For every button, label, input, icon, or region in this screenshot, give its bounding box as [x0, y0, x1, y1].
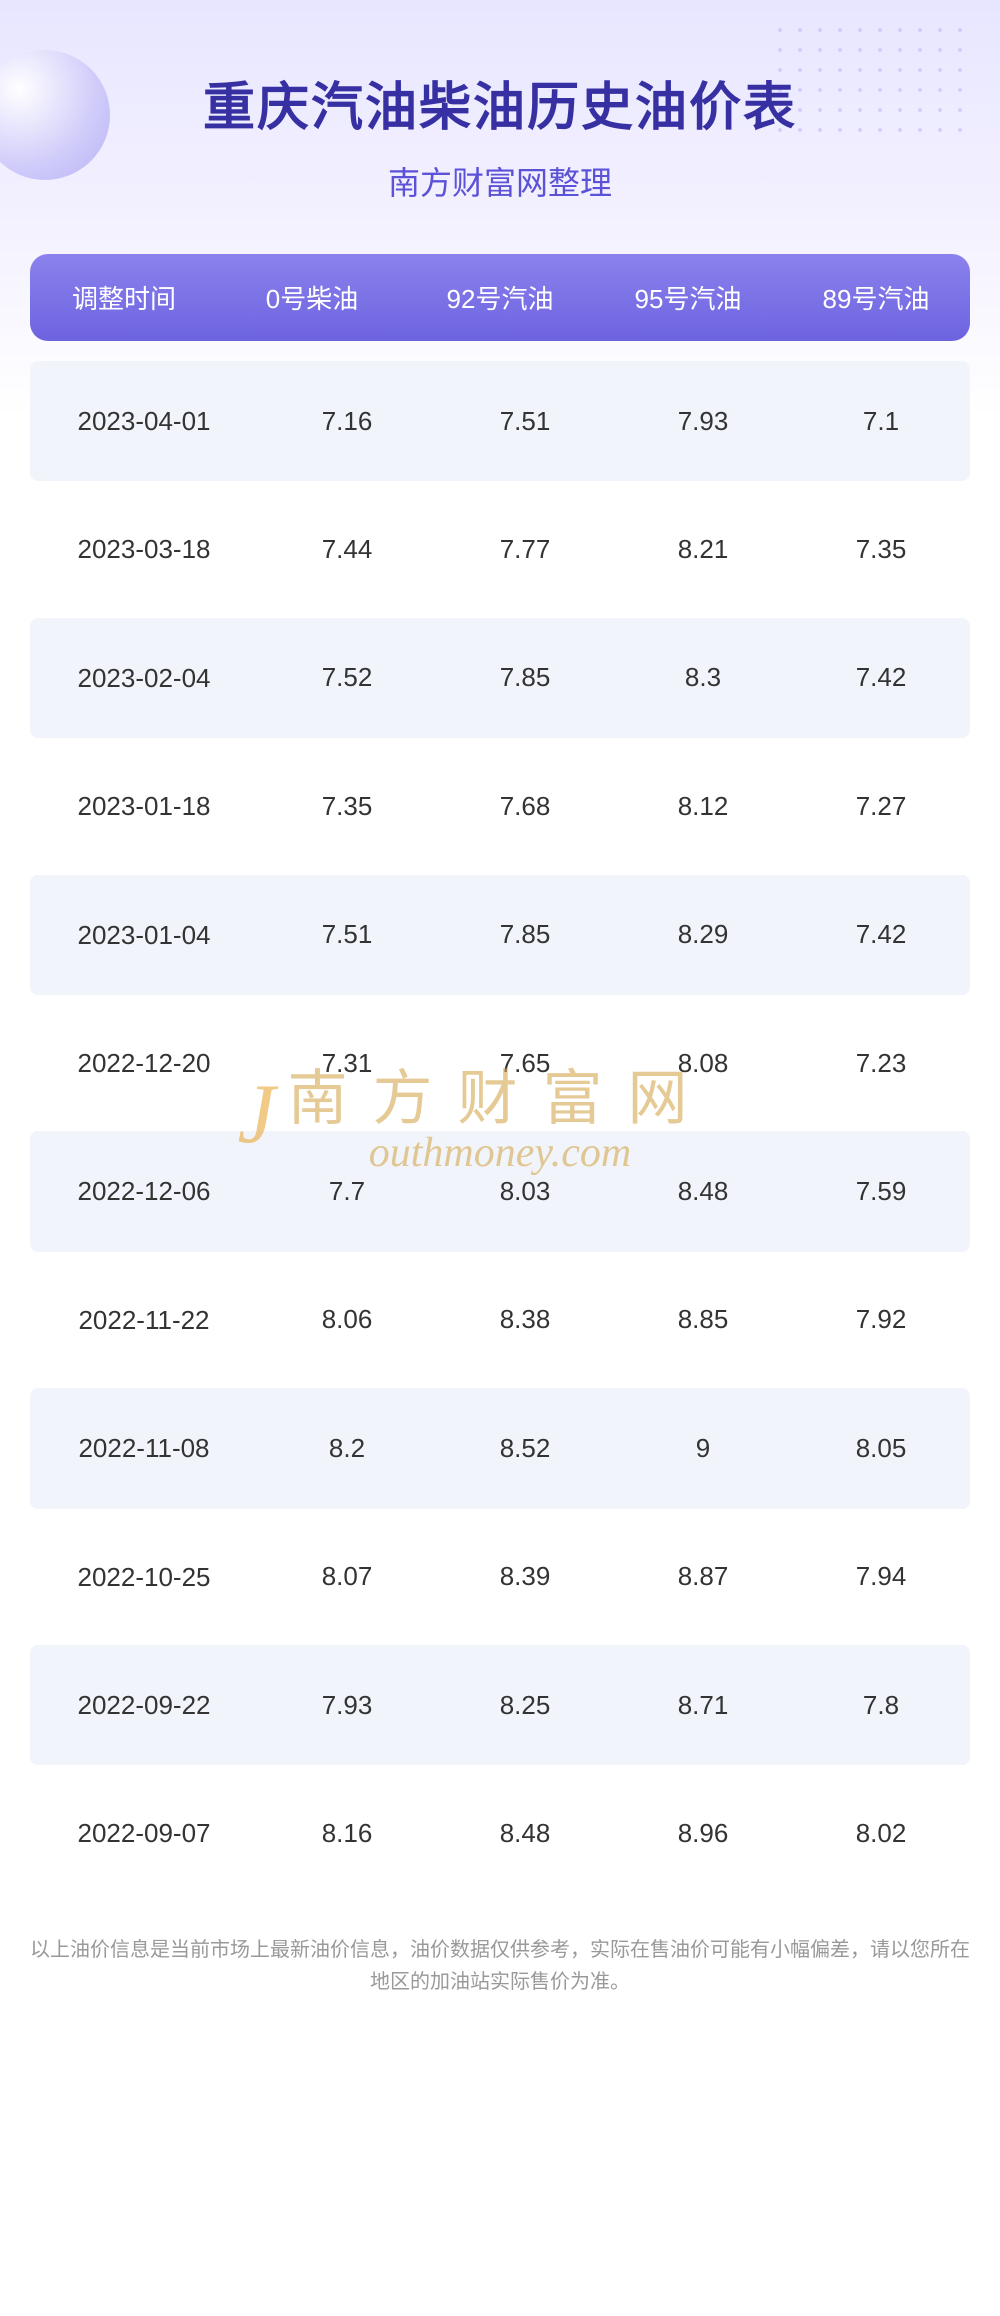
price-cell: 7.85 [436, 662, 614, 693]
price-cell: 8.3 [614, 662, 792, 693]
date-cell: 2022-12-20 [30, 1045, 258, 1081]
date-cell: 2022-12-06 [30, 1173, 258, 1209]
page-title: 重庆汽油柴油历史油价表 [0, 65, 1000, 140]
price-cell: 7.93 [614, 406, 792, 437]
price-cell: 7.59 [792, 1176, 970, 1207]
price-cell: 8.05 [792, 1433, 970, 1464]
price-cell: 8.16 [258, 1818, 436, 1849]
price-cell: 7.35 [792, 534, 970, 565]
date-cell: 2023-01-04 [30, 917, 258, 953]
table-row: 2022-11-228.068.388.857.92 [30, 1260, 970, 1380]
price-cell: 8.06 [258, 1304, 436, 1335]
date-cell: 2022-10-25 [30, 1559, 258, 1595]
table-row: 2022-09-078.168.488.968.02 [30, 1773, 970, 1893]
price-cell: 8.12 [614, 791, 792, 822]
price-cell: 8.48 [436, 1818, 614, 1849]
table-row: 2023-03-187.447.778.217.35 [30, 489, 970, 609]
price-cell: 7.42 [792, 919, 970, 950]
price-cell: 8.85 [614, 1304, 792, 1335]
price-cell: 8.29 [614, 919, 792, 950]
date-cell: 2022-11-22 [30, 1302, 258, 1338]
table-header-row: 调整时间 0号柴油 92号汽油 95号汽油 89号汽油 [30, 254, 970, 341]
price-cell: 8.21 [614, 534, 792, 565]
table-row: 2022-12-067.78.038.487.59 [30, 1131, 970, 1251]
price-cell: 7.92 [792, 1304, 970, 1335]
date-cell: 2023-02-04 [30, 660, 258, 696]
price-table: 调整时间 0号柴油 92号汽油 95号汽油 89号汽油 2023-04-017.… [30, 254, 970, 1894]
column-header-date: 调整时间 [30, 279, 218, 316]
price-cell: 8.02 [792, 1818, 970, 1849]
date-cell: 2023-04-01 [30, 403, 258, 439]
table-row: 2022-09-227.938.258.717.8 [30, 1645, 970, 1765]
column-header-gas-92: 92号汽油 [406, 279, 594, 316]
date-cell: 2023-01-18 [30, 788, 258, 824]
price-cell: 7.51 [258, 919, 436, 950]
date-cell: 2022-11-08 [30, 1430, 258, 1466]
date-cell: 2022-09-07 [30, 1815, 258, 1851]
date-cell: 2023-03-18 [30, 531, 258, 567]
table-body: 2023-04-017.167.517.937.12023-03-187.447… [30, 361, 970, 1894]
price-cell: 7.77 [436, 534, 614, 565]
price-cell: 8.2 [258, 1433, 436, 1464]
price-cell: 7.7 [258, 1176, 436, 1207]
table-row: 2022-12-207.317.658.087.23 [30, 1003, 970, 1123]
price-cell: 7.93 [258, 1690, 436, 1721]
table-row: 2022-10-258.078.398.877.94 [30, 1517, 970, 1637]
column-header-diesel-0: 0号柴油 [218, 279, 406, 316]
price-cell: 8.25 [436, 1690, 614, 1721]
price-cell: 8.52 [436, 1433, 614, 1464]
price-cell: 7.1 [792, 406, 970, 437]
price-cell: 8.71 [614, 1690, 792, 1721]
price-cell: 8.07 [258, 1561, 436, 1592]
price-cell: 7.31 [258, 1048, 436, 1079]
table-row: 2023-01-187.357.688.127.27 [30, 746, 970, 866]
price-cell: 7.35 [258, 791, 436, 822]
price-cell: 8.39 [436, 1561, 614, 1592]
price-cell: 7.16 [258, 406, 436, 437]
page-subtitle: 南方财富网整理 [0, 158, 1000, 204]
price-cell: 8.08 [614, 1048, 792, 1079]
footer-disclaimer: 以上油价信息是当前市场上最新油价信息，油价数据仅供参考，实际在售油价可能有小幅偏… [0, 1934, 1000, 1998]
price-cell: 7.8 [792, 1690, 970, 1721]
table-row: 2022-11-088.28.5298.05 [30, 1388, 970, 1508]
table-row: 2023-01-047.517.858.297.42 [30, 875, 970, 995]
table-row: 2023-02-047.527.858.37.42 [30, 618, 970, 738]
price-cell: 7.94 [792, 1561, 970, 1592]
table-row: 2023-04-017.167.517.937.1 [30, 361, 970, 481]
price-cell: 8.87 [614, 1561, 792, 1592]
page-header: 重庆汽油柴油历史油价表 南方财富网整理 [0, 0, 1000, 204]
price-cell: 9 [614, 1433, 792, 1464]
price-cell: 7.44 [258, 534, 436, 565]
price-cell: 8.03 [436, 1176, 614, 1207]
price-cell: 8.38 [436, 1304, 614, 1335]
price-cell: 8.48 [614, 1176, 792, 1207]
price-cell: 7.23 [792, 1048, 970, 1079]
price-cell: 7.85 [436, 919, 614, 950]
price-cell: 7.51 [436, 406, 614, 437]
date-cell: 2022-09-22 [30, 1687, 258, 1723]
page-container: 重庆汽油柴油历史油价表 南方财富网整理 调整时间 0号柴油 92号汽油 95号汽… [0, 0, 1000, 2316]
price-cell: 7.27 [792, 791, 970, 822]
price-cell: 8.96 [614, 1818, 792, 1849]
price-cell: 7.68 [436, 791, 614, 822]
column-header-gas-89: 89号汽油 [782, 279, 970, 316]
price-cell: 7.52 [258, 662, 436, 693]
price-cell: 7.42 [792, 662, 970, 693]
column-header-gas-95: 95号汽油 [594, 279, 782, 316]
price-cell: 7.65 [436, 1048, 614, 1079]
